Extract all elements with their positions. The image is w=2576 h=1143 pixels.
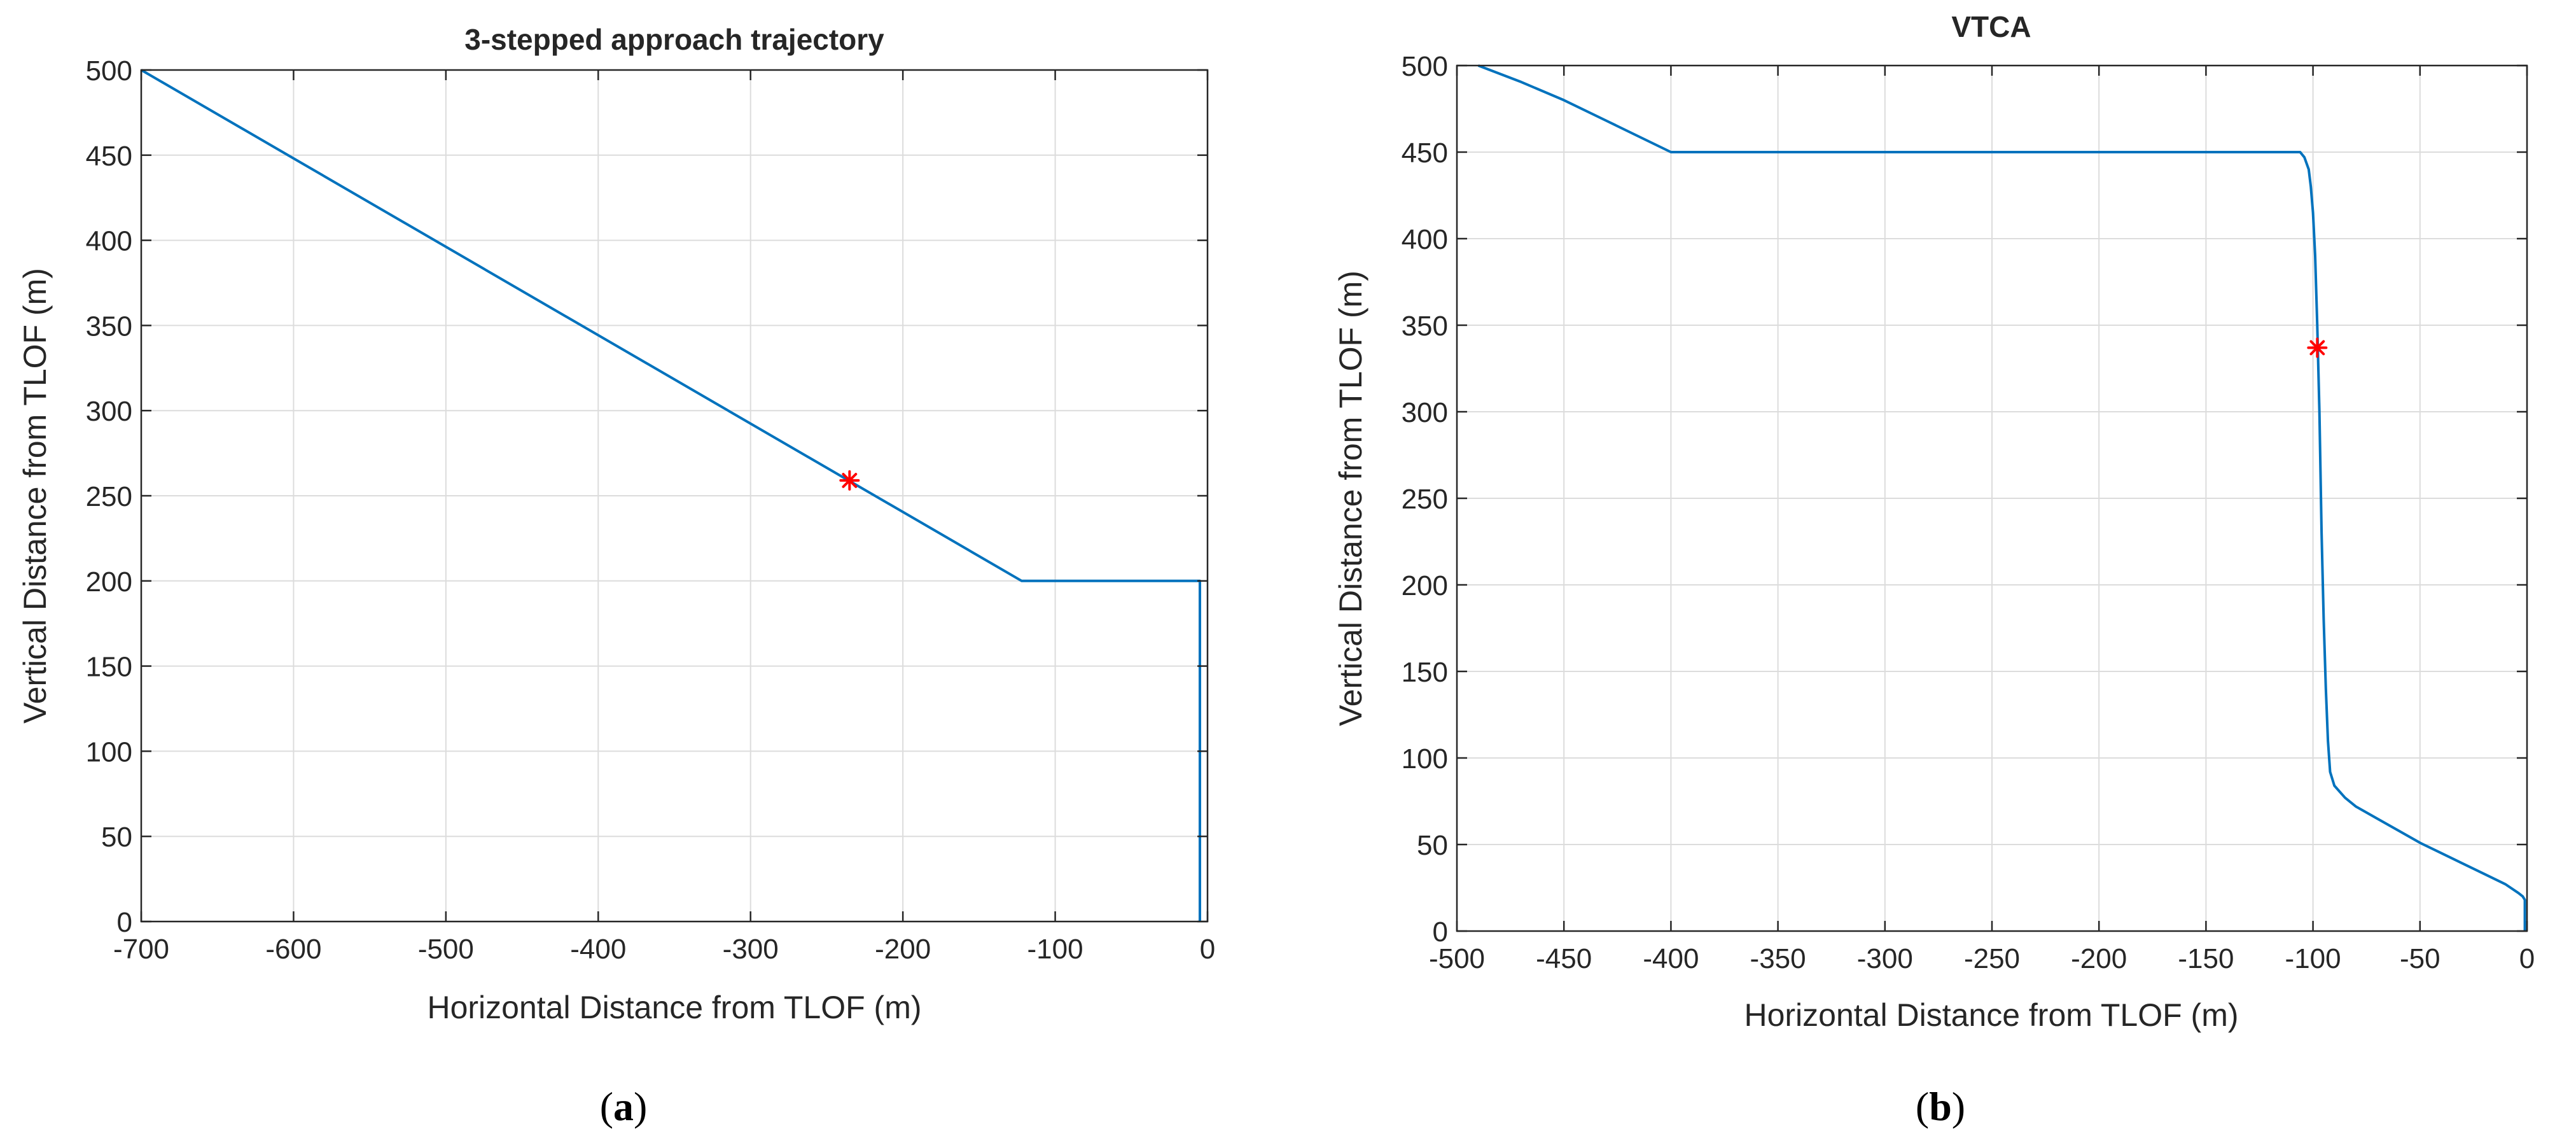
x-tick-label: -200 bbox=[2071, 943, 2127, 974]
x-tick-label: 0 bbox=[1200, 934, 1215, 965]
y-tick-label: 300 bbox=[1402, 397, 1448, 428]
x-tick-label: -300 bbox=[1857, 943, 1913, 974]
y-tick-label: 350 bbox=[86, 311, 132, 342]
x-tick-label: -500 bbox=[418, 934, 474, 965]
y-tick-label: 300 bbox=[86, 396, 132, 427]
series-line-trajectory bbox=[1477, 64, 2526, 931]
marker-stroke bbox=[842, 473, 858, 488]
markers-a bbox=[839, 470, 860, 491]
y-tick-label: 150 bbox=[86, 652, 132, 683]
y-tick-label: 0 bbox=[1433, 916, 1448, 948]
x-axis-label-a: Horizontal Distance from TLOF (m) bbox=[427, 990, 921, 1025]
panel-letter-b: b bbox=[1929, 1084, 1952, 1129]
x-tick-label: 0 bbox=[2519, 943, 2535, 974]
x-tick-label: -400 bbox=[570, 934, 626, 965]
marker-transition-point bbox=[2307, 337, 2328, 358]
x-tick-label: -500 bbox=[1429, 943, 1485, 974]
markers-b bbox=[2307, 337, 2328, 358]
y-tick-label: 200 bbox=[1402, 570, 1448, 601]
panel-label-a: (a) bbox=[600, 1084, 648, 1129]
y-tick-label: 250 bbox=[86, 481, 132, 512]
y-tick-label: 0 bbox=[117, 907, 132, 938]
y-tick-label: 50 bbox=[101, 822, 132, 853]
x-tick-label: -300 bbox=[723, 934, 779, 965]
panel-label-b: (b) bbox=[1916, 1084, 1965, 1129]
y-tick-label: 500 bbox=[1402, 51, 1448, 82]
x-tick-label: -250 bbox=[1964, 943, 2020, 974]
y-tick-label: 100 bbox=[1402, 743, 1448, 775]
y-axis-label-b: Vertical Distance from TLOF (m) bbox=[1333, 270, 1368, 726]
x-tick-label: -100 bbox=[2285, 943, 2341, 974]
y-tick-label: 450 bbox=[1402, 137, 1448, 169]
y-tick-label: 400 bbox=[86, 226, 132, 257]
y-tick-label: 400 bbox=[1402, 224, 1448, 255]
x-tick-label: -100 bbox=[1027, 934, 1083, 965]
y-axis-label-a: Vertical Distance from TLOF (m) bbox=[17, 268, 53, 724]
x-tick-label: -150 bbox=[2178, 943, 2234, 974]
chart-title-b: VTCA bbox=[1951, 10, 2031, 43]
y-tick-label: 250 bbox=[1402, 484, 1448, 515]
x-tick-label: -450 bbox=[1536, 943, 1592, 974]
y-ticks-b: 0 50 100 150 200 250 300 350 400 450 500 bbox=[1402, 51, 2527, 948]
y-tick-label: 350 bbox=[1402, 311, 1448, 342]
chart-panel-a: -700 -600 -500 -400 -300 -200 -100 0 0 50 100 150 2… bbox=[17, 23, 1215, 1129]
x-ticks-b: -500 -450 -400 -350 -300 -250 -200 -150 -100 -50 0 bbox=[1429, 66, 2535, 974]
x-tick-label: -400 bbox=[1643, 943, 1699, 974]
marker-stroke bbox=[2309, 340, 2325, 356]
x-tick-label: -50 bbox=[2400, 943, 2440, 974]
y-tick-label: 100 bbox=[86, 736, 132, 768]
chart-title-a: 3-stepped approach trajectory bbox=[464, 23, 884, 56]
x-tick-label: -200 bbox=[875, 934, 931, 965]
x-tick-label: -350 bbox=[1750, 943, 1806, 974]
y-tick-label: 200 bbox=[86, 566, 132, 598]
y-tick-label: 450 bbox=[86, 141, 132, 172]
y-tick-label: 150 bbox=[1402, 657, 1448, 688]
x-axis-label-b: Horizontal Distance from TLOF (m) bbox=[1744, 997, 2238, 1033]
chart-panel-b: -500 -450 -400 -350 -300 -250 -200 -150 -100 -50 0… bbox=[1333, 10, 2535, 1129]
y-ticks-a: 0 50 100 150 200 250 300 350 400 450 500 bbox=[86, 55, 1208, 938]
series-b bbox=[1477, 64, 2526, 931]
panel-letter-a: a bbox=[613, 1084, 634, 1129]
y-tick-label: 50 bbox=[1417, 830, 1448, 861]
y-tick-label: 500 bbox=[86, 55, 132, 87]
marker-transition-point bbox=[839, 470, 860, 491]
x-tick-label: -700 bbox=[113, 934, 169, 965]
x-ticks-a: -700 -600 -500 -400 -300 -200 -100 0 bbox=[113, 70, 1215, 965]
x-tick-label: -600 bbox=[265, 934, 321, 965]
